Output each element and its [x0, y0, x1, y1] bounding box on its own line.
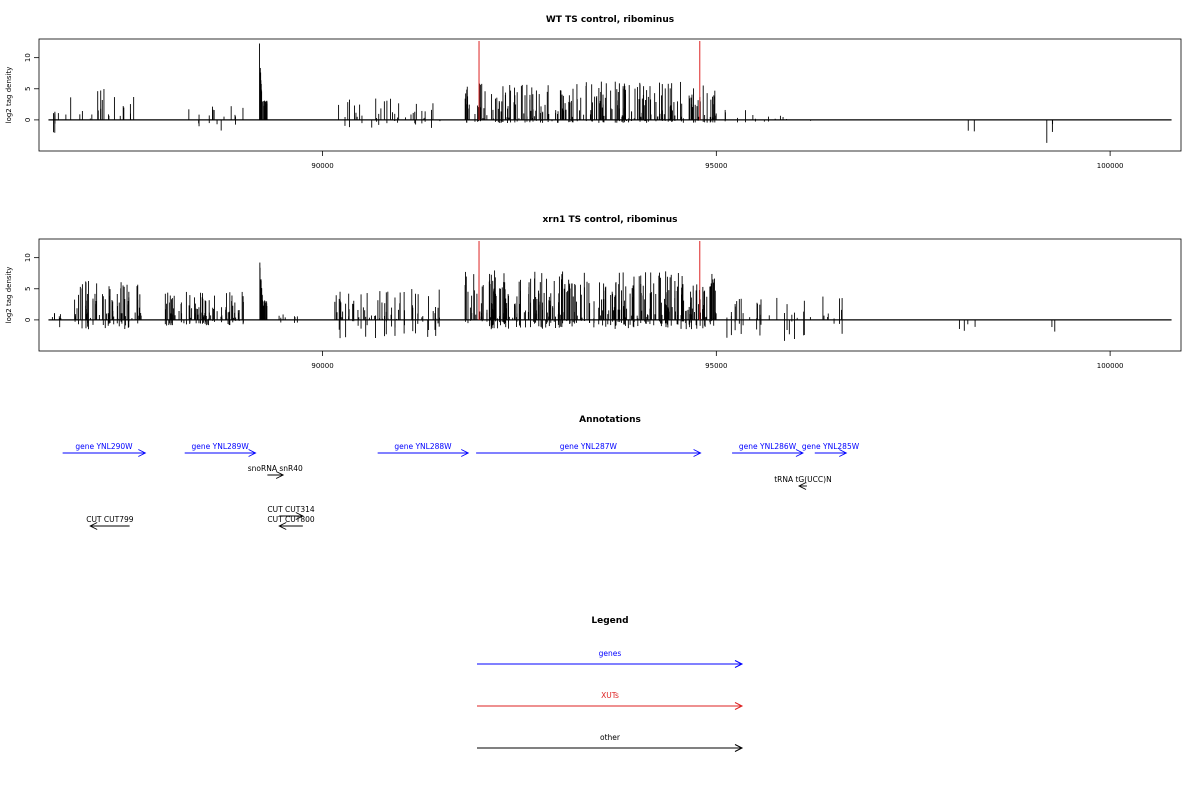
annotation-feature: snoRNA snR40: [248, 464, 303, 479]
legend-entry-label: other: [600, 733, 621, 742]
feature-label: gene YNL285W: [802, 442, 860, 451]
legend-entry: other: [477, 733, 744, 752]
annotation-features: gene YNL290W gene YNL289W snoRNA snR40 gene…: [62, 442, 860, 530]
annotation-feature: gene YNL290W: [62, 442, 147, 457]
feature-arrow-head: [138, 449, 147, 457]
annotations-panel: Annotations gene YNL290W gene YNL289W snoR…: [62, 415, 860, 530]
feature-label: CUT CUT800: [267, 515, 315, 524]
feature-label: CUT CUT799: [86, 515, 134, 524]
feature-arrow-head: [89, 522, 98, 530]
feature-arrow-head: [795, 449, 804, 457]
wt-density-bars: [48, 41, 1172, 143]
feature-label: gene YNL286W: [739, 442, 797, 451]
annotation-feature: gene YNL289W: [184, 442, 257, 457]
x-tick-label: 100000: [1097, 162, 1124, 170]
feature-label: gene YNL288W: [394, 442, 452, 451]
legend-entry: XUTs: [477, 691, 744, 710]
annotation-feature: CUT CUT799: [86, 515, 134, 530]
feature-label: gene YNL289W: [192, 442, 250, 451]
xrn1-axes: 90000 95000 100000 0 5 10: [24, 253, 1123, 370]
wt-plot-box: [38, 38, 1182, 152]
legend-arrow-head: [734, 702, 744, 710]
feature-arrow-head: [461, 449, 470, 457]
feature-label: gene YNL290W: [75, 442, 133, 451]
legend-arrow-head: [734, 744, 744, 752]
annotation-feature: gene YNL285W: [802, 442, 860, 457]
legend-entries: genes XUTs other: [477, 649, 744, 752]
annotation-feature: tRNA tG(UCC)N: [774, 475, 832, 490]
y-tick-label: 0: [24, 318, 32, 322]
xrn1-plot-box: [38, 238, 1182, 352]
feature-label: tRNA tG(UCC)N: [774, 475, 831, 484]
feature-arrow-head: [275, 471, 285, 479]
xrn1-panel-title: xrn1 TS control, ribominus: [542, 215, 677, 225]
annotation-feature: gene YNL286W: [732, 442, 804, 457]
wt-tag-density-panel: WT TS control, ribominus log2 tag densit…: [5, 15, 1182, 170]
annotation-feature: gene YNL287W: [476, 442, 702, 457]
xrn1-y-axis-label: log2 tag density: [5, 267, 13, 324]
feature-arrow-head: [295, 512, 304, 520]
y-tick-label: 5: [24, 87, 32, 91]
annotation-feature: CUT CUT314: [267, 505, 315, 520]
annotations-title: Annotations: [579, 415, 641, 425]
feature-label: gene YNL287W: [560, 442, 618, 451]
xrn1-tag-density-panel: xrn1 TS control, ribominus log2 tag dens…: [5, 215, 1182, 370]
legend-title: Legend: [591, 616, 628, 626]
x-tick-label: 90000: [311, 162, 333, 170]
feature-arrow-head: [278, 522, 287, 530]
x-tick-label: 95000: [705, 362, 727, 370]
xrn1-density-bars: [48, 241, 1172, 341]
feature-arrow-head: [839, 449, 848, 457]
legend-arrow-head: [734, 660, 744, 668]
legend-panel: Legend genes XUTs other: [477, 616, 744, 752]
feature-arrow-head: [798, 482, 807, 490]
feature-label: CUT CUT314: [267, 505, 315, 514]
y-tick-label: 0: [24, 118, 32, 122]
y-tick-label: 10: [24, 53, 32, 62]
legend-entry-label: genes: [599, 649, 622, 658]
x-tick-label: 100000: [1097, 362, 1124, 370]
feature-arrow-head: [693, 449, 702, 457]
legend-entry: genes: [477, 649, 744, 668]
x-tick-label: 95000: [705, 162, 727, 170]
y-tick-label: 10: [24, 253, 32, 262]
annotation-feature: CUT CUT800: [267, 515, 315, 530]
wt-panel-title: WT TS control, ribominus: [546, 15, 674, 25]
feature-arrow-head: [248, 449, 257, 457]
x-tick-label: 90000: [311, 362, 333, 370]
y-tick-label: 5: [24, 287, 32, 291]
legend-entry-label: XUTs: [601, 691, 619, 700]
feature-label: snoRNA snR40: [248, 464, 303, 473]
wt-y-axis-label: log2 tag density: [5, 67, 13, 124]
wt-axes: 90000 95000 100000 0 5 10: [24, 53, 1123, 170]
annotation-feature: gene YNL288W: [377, 442, 470, 457]
